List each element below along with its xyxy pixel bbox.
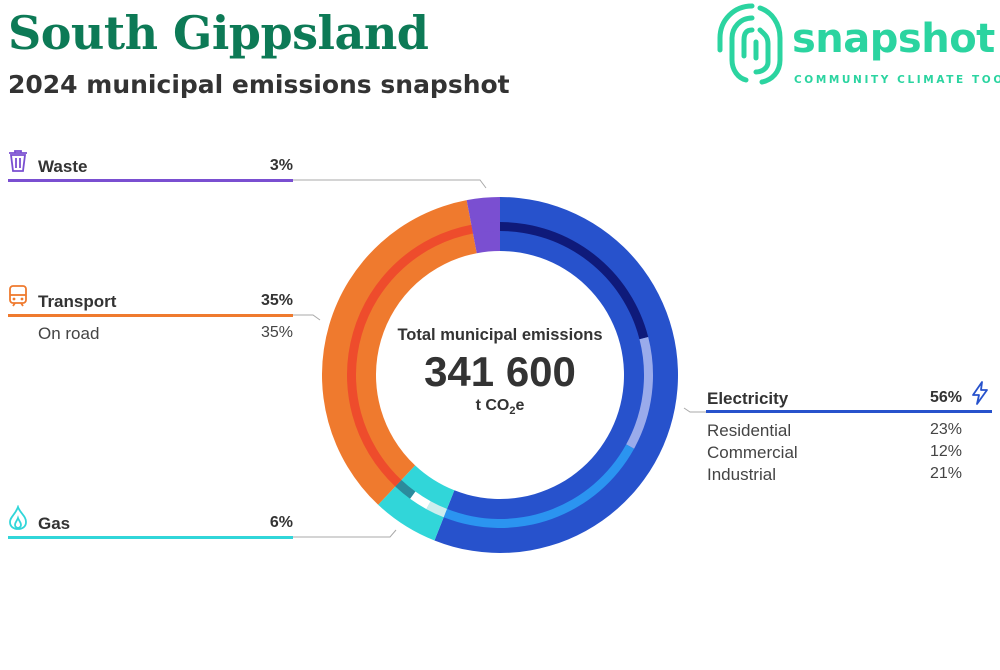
logo-tagline: COMMUNITY CLIMATE TOOL xyxy=(794,74,1000,86)
electricity-sub-commercial-label: Commercial xyxy=(707,443,798,462)
emissions-unit: t CO2e xyxy=(475,397,525,418)
on-road-inner-segment xyxy=(346,224,474,487)
lightning-bolt-icon xyxy=(972,381,988,405)
gas-label: Gas xyxy=(38,514,71,533)
page-subtitle: 2024 municipal emissions snapshot xyxy=(8,70,510,99)
flame-icon xyxy=(9,505,27,530)
donut-center: Total municipal emissions 341 600 t CO2e xyxy=(380,326,620,417)
waste-inner-inner-segment xyxy=(471,222,500,234)
train-icon xyxy=(9,285,27,307)
residential-inner-segment xyxy=(443,444,635,528)
commercial-inner-segment xyxy=(626,336,654,449)
total-emissions-value: 341 600 xyxy=(424,348,576,395)
electricity-label: Electricity xyxy=(707,389,789,408)
electricity-leader-line xyxy=(683,407,706,413)
gas-pct: 6% xyxy=(269,514,293,531)
fingerprint-icon xyxy=(717,3,783,85)
electricity-sub-residential-label: Residential xyxy=(707,421,792,440)
transport-sub-on-road-pct: 35% xyxy=(260,324,293,341)
gas-rule xyxy=(8,536,293,539)
waste-rule xyxy=(8,179,293,182)
transport-leader-line xyxy=(293,314,321,321)
industrial-inner-segment xyxy=(500,222,649,340)
trash-bin-icon xyxy=(9,150,27,172)
electricity-sub-commercial-pct: 12% xyxy=(929,443,962,460)
electricity-sub-industrial-pct: 21% xyxy=(929,465,962,482)
gas-leader-line xyxy=(293,529,397,538)
transport-label: Transport xyxy=(38,292,117,311)
waste-pct: 3% xyxy=(269,157,293,174)
snapshot-logo: snapshot COMMUNITY CLIMATE TOOL xyxy=(712,0,1000,90)
electricity-sub-industrial-label: Industrial xyxy=(707,465,776,484)
gas-dark-inner-segment xyxy=(395,479,416,499)
gas-mid-inner-segment xyxy=(410,491,431,510)
waste-leader-line xyxy=(293,179,487,189)
electricity-rule xyxy=(706,410,992,413)
logo-wordmark: snapshot xyxy=(792,16,995,62)
electricity-sub-residential-pct: 23% xyxy=(929,421,962,438)
transport-rule xyxy=(8,314,293,317)
transport-sub-on-road-label: On road xyxy=(38,324,100,343)
electricity-pct: 56% xyxy=(929,389,962,406)
waste-label: Waste xyxy=(38,157,88,176)
transport-pct: 35% xyxy=(260,292,293,309)
page-title: South Gippsland xyxy=(8,6,429,60)
gas-light-inner-segment xyxy=(426,501,447,518)
total-emissions-label: Total municipal emissions xyxy=(397,326,603,344)
